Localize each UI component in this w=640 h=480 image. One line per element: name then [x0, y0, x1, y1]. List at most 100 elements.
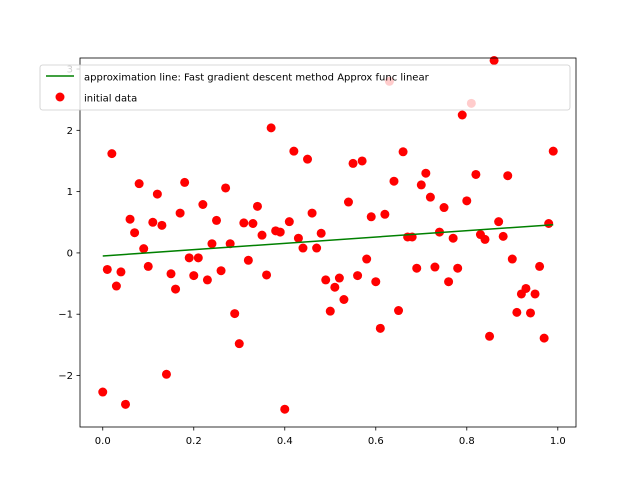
data-point	[102, 264, 112, 274]
data-point	[212, 215, 222, 225]
data-point	[503, 171, 513, 181]
data-point	[125, 214, 135, 224]
data-point	[512, 307, 522, 317]
legend: approximation line: Fast gradient descen…	[39, 64, 571, 111]
data-point	[221, 183, 231, 193]
data-point	[284, 217, 294, 227]
y-tick-label: 1	[67, 187, 73, 198]
data-point	[252, 201, 262, 211]
data-point	[371, 277, 381, 287]
data-point	[180, 177, 190, 187]
approximation-line	[102, 223, 554, 257]
data-point	[430, 262, 440, 272]
data-point	[152, 189, 162, 199]
data-point	[239, 218, 249, 228]
data-point	[116, 267, 126, 277]
data-point	[325, 306, 335, 316]
data-point	[139, 244, 149, 254]
axes-frame	[79, 57, 577, 428]
data-point	[171, 284, 181, 294]
data-point	[343, 197, 353, 207]
data-point	[548, 146, 558, 156]
data-point	[262, 270, 272, 280]
data-point	[489, 55, 499, 65]
x-tick-label: 0.0	[95, 436, 111, 447]
data-point	[293, 233, 303, 243]
data-point	[462, 196, 472, 206]
data-point	[289, 146, 299, 156]
data-point	[421, 168, 431, 178]
legend-label-initial-data: initial data	[84, 94, 137, 105]
data-point	[525, 308, 535, 318]
x-tick-label: 0.4	[277, 436, 293, 447]
data-point	[189, 271, 199, 281]
data-point	[348, 158, 358, 168]
data-point	[148, 217, 158, 227]
y-tick-label: 0	[67, 248, 73, 259]
data-point	[98, 387, 108, 397]
data-point	[175, 208, 185, 218]
data-point	[298, 243, 308, 253]
data-point	[439, 203, 449, 213]
data-point	[457, 110, 467, 120]
data-point	[530, 289, 540, 299]
data-point	[230, 309, 240, 319]
data-point	[453, 263, 463, 273]
plot-area	[98, 55, 558, 414]
x-tick-label: 0.8	[459, 436, 475, 447]
data-point	[107, 149, 117, 159]
data-point	[480, 234, 490, 244]
data-point	[266, 123, 276, 133]
data-point	[143, 261, 153, 271]
data-point	[202, 275, 212, 285]
data-point	[198, 199, 208, 209]
data-point	[398, 147, 408, 157]
data-point	[316, 228, 326, 238]
data-point	[157, 220, 167, 230]
x-tick-label: 1.0	[550, 436, 566, 447]
data-point	[307, 208, 317, 218]
data-point	[225, 239, 235, 249]
axes: 0.00.20.40.60.81.0−2−10123	[58, 57, 577, 447]
legend-box	[39, 64, 571, 111]
data-point	[412, 263, 422, 273]
data-point	[521, 283, 531, 293]
data-point	[130, 228, 140, 238]
data-point	[321, 275, 331, 285]
data-point	[184, 253, 194, 263]
data-point	[444, 277, 454, 287]
data-point	[234, 339, 244, 349]
data-point	[507, 254, 517, 264]
data-point	[193, 253, 203, 263]
data-point	[494, 217, 504, 227]
data-point	[485, 331, 495, 341]
data-point	[280, 404, 290, 414]
data-point	[353, 271, 363, 281]
data-point	[357, 156, 367, 166]
data-point	[544, 218, 554, 228]
data-point	[243, 255, 253, 265]
data-point	[248, 218, 258, 228]
data-point	[121, 399, 131, 409]
data-point	[471, 169, 481, 179]
data-point	[389, 176, 399, 186]
data-point	[539, 333, 549, 343]
data-point	[111, 281, 121, 291]
data-point	[303, 154, 313, 164]
data-point	[416, 180, 426, 190]
data-point	[535, 261, 545, 271]
data-point	[339, 295, 349, 305]
data-point	[334, 273, 344, 283]
x-tick-label: 0.2	[186, 436, 202, 447]
data-point	[161, 369, 171, 379]
data-point	[380, 209, 390, 219]
y-tick-label: −2	[58, 371, 73, 382]
data-point	[425, 192, 435, 202]
data-point	[207, 239, 217, 249]
y-tick-label: 2	[67, 126, 73, 137]
data-point	[166, 269, 176, 279]
x-tick-label: 0.6	[368, 436, 384, 447]
data-point	[366, 212, 376, 222]
data-point	[134, 179, 144, 189]
